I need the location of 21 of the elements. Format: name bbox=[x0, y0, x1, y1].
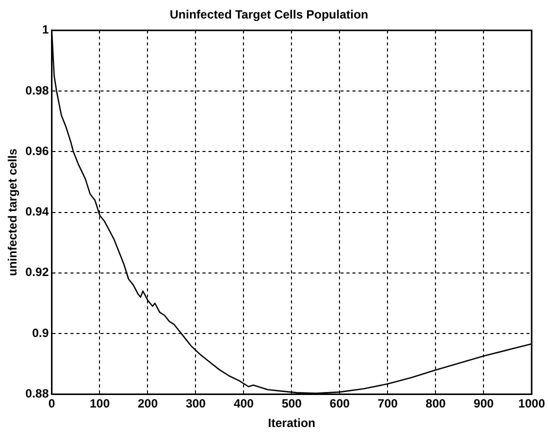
y-tick-label: 0.9 bbox=[32, 326, 50, 340]
x-tick-label: 0 bbox=[48, 396, 56, 411]
x-tick-label: 800 bbox=[426, 396, 446, 411]
y-tick-label: 0.92 bbox=[25, 265, 50, 280]
x-tick-label: 100 bbox=[90, 396, 110, 411]
x-axis-title: Iteration bbox=[268, 416, 316, 430]
y-tick-label: 0.94 bbox=[25, 204, 50, 219]
x-tick-label: 400 bbox=[234, 396, 254, 411]
chart-title: Uninfected Target Cells Population bbox=[170, 8, 368, 22]
y-tick-label: 0.96 bbox=[25, 144, 50, 158]
x-tick-label: 300 bbox=[186, 396, 206, 411]
x-tick-label: 500 bbox=[282, 396, 302, 411]
y-tick-label: 0.88 bbox=[25, 386, 50, 401]
x-tick-label: 1000 bbox=[518, 396, 546, 411]
x-tick-label: 200 bbox=[138, 396, 158, 411]
x-tick-label: 600 bbox=[330, 396, 350, 411]
y-tick-label: 1 bbox=[42, 22, 50, 37]
x-tick-label: 700 bbox=[378, 396, 398, 411]
y-axis-title: uninfected target cells bbox=[6, 148, 20, 276]
y-tick-label: 0.98 bbox=[25, 83, 50, 98]
x-tick-label: 900 bbox=[474, 396, 494, 411]
